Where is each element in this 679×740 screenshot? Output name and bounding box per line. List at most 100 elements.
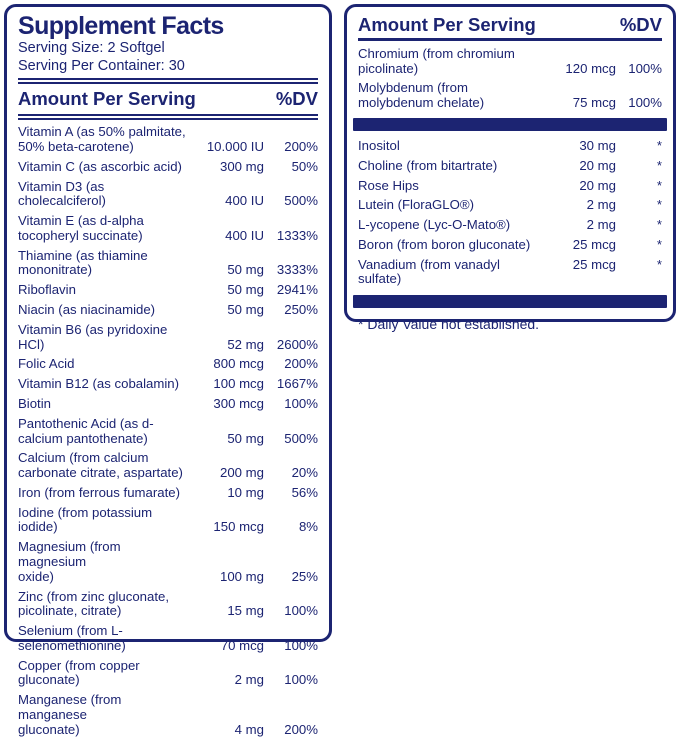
nutrient-row: Selenium (from L- selenomethionine) 70 mc… bbox=[18, 622, 318, 657]
nutrient-amount: 200 mg bbox=[220, 465, 264, 481]
nutrient-amount: 2 mg bbox=[586, 197, 616, 213]
nutrient-dv: * bbox=[656, 137, 662, 153]
nutrient-row: Vanadium (from vanadyl sulfate) 25 mcg * bbox=[358, 255, 662, 290]
serving-size-line: Serving Size: 2 Softgel bbox=[18, 40, 165, 56]
nutrient-name: Iron (from ferrous fumarate) bbox=[18, 484, 180, 500]
nutrient-name: Vitamin A (as 50% palmitate, 50% beta-ca… bbox=[18, 124, 186, 154]
nutrient-amount: 10 mg bbox=[227, 484, 264, 500]
nutrient-dv: 50% bbox=[291, 158, 318, 174]
nutrient-amount: 10.000 IU bbox=[206, 139, 264, 154]
nutrient-amount: 4 mg bbox=[234, 721, 264, 737]
nutrient-amount: 50 mg bbox=[227, 430, 264, 446]
nutrient-name: Vitamin B12 (as cobalamin) bbox=[18, 376, 180, 392]
divider-rule bbox=[358, 38, 662, 42]
nutrient-row: Lutein (FloraGLO®) 2 mg * bbox=[358, 196, 662, 216]
nutrient-name: Inositol bbox=[358, 137, 400, 153]
nutrient-name: Selenium (from L- selenomethionine) bbox=[18, 623, 126, 653]
divider-rule bbox=[18, 78, 318, 85]
nutrient-name: Vitamin B6 (as pyridoxine HCl) bbox=[18, 321, 168, 352]
nutrient-row: Iodine (from potassium iodide) 150 mcg 8% bbox=[18, 503, 318, 538]
nutrient-amount: 70 mcg bbox=[220, 637, 264, 653]
nutrient-amount: 150 mcg bbox=[213, 519, 264, 535]
nutrient-dv: 25% bbox=[291, 568, 318, 584]
nutrient-dv: 20% bbox=[291, 465, 318, 481]
nutrient-amount: 300 mg bbox=[220, 158, 264, 174]
nutrient-name: Copper (from copper gluconate) bbox=[18, 657, 140, 688]
nutrient-dv: 500% bbox=[284, 430, 318, 446]
nutrient-name: Boron (from boron gluconate) bbox=[358, 236, 531, 252]
nutrient-name: Riboflavin bbox=[18, 282, 76, 298]
nutrient-name: Thiamine (as thiamine mononitrate) bbox=[18, 247, 148, 278]
nutrient-row: Iron (from ferrous fumarate) 10 mg 56% bbox=[18, 483, 318, 503]
nutrient-dv: 2600% bbox=[276, 336, 318, 352]
nutrient-dv: 8% bbox=[298, 519, 318, 535]
supplement-facts-panel-right: Amount Per Serving %DV Chromium (from ch… bbox=[344, 4, 676, 332]
nutrient-amount: 300 mcg bbox=[213, 395, 264, 411]
table-header: Amount Per Serving %DV bbox=[358, 13, 662, 36]
nutrient-dv: 100% bbox=[628, 60, 662, 76]
nutrient-row: Inositol 30 mg * bbox=[358, 136, 662, 156]
nutrient-name: Pantothenic Acid (as d- calcium pantothe… bbox=[18, 415, 154, 446]
nutrient-row: Biotin 300 mcg 100% bbox=[18, 394, 318, 414]
nutrient-dv: 100% bbox=[284, 637, 318, 653]
nutrient-rows-right-top: Chromium (from chromium picolinate) 120 m… bbox=[358, 44, 662, 113]
nutrient-row: Zinc (from zinc gluconate, picolinate, c… bbox=[18, 587, 318, 622]
nutrient-rows-right-bottom: Inositol 30 mg * Choline (from bitartrate) 2… bbox=[358, 136, 662, 289]
nutrient-dv: 200% bbox=[284, 356, 318, 372]
nutrient-dv: 2941% bbox=[276, 282, 318, 298]
nutrient-row: Rose Hips 20 mg * bbox=[358, 176, 662, 196]
nutrient-name: Molybdenum (from molybdenum chelate) bbox=[358, 80, 485, 111]
nutrient-row: Manganese (from manganese gluconate) 4 mg… bbox=[18, 691, 318, 740]
nutrient-rows-left: Vitamin A (as 50% palmitate, 50% beta-ca… bbox=[18, 123, 318, 740]
nutrient-amount: 50 mg bbox=[227, 282, 264, 298]
supplement-facts-title: Supplement Facts bbox=[18, 12, 224, 40]
section-divider-bar bbox=[353, 294, 667, 308]
amount-per-serving-label: Amount Per Serving bbox=[358, 14, 536, 35]
nutrient-name: Lutein (FloraGLO®) bbox=[358, 197, 474, 213]
nutrient-dv: * bbox=[656, 157, 662, 173]
nutrient-amount: 400 IU bbox=[225, 227, 264, 243]
nutrient-dv: * bbox=[656, 256, 662, 272]
nutrient-row: Molybdenum (from molybdenum chelate) 75 m… bbox=[358, 79, 662, 114]
percent-dv-label: %DV bbox=[275, 88, 318, 110]
nutrient-amount: 100 mg bbox=[220, 568, 264, 584]
nutrient-name: Vitamin C (as ascorbic acid) bbox=[18, 158, 182, 174]
nutrient-dv: 200% bbox=[284, 721, 318, 737]
nutrient-dv: * bbox=[656, 236, 662, 252]
nutrient-row: Niacin (as niacinamide) 50 mg 250% bbox=[18, 301, 318, 321]
nutrient-row: Calcium (from calcium carbonate citrate,… bbox=[18, 449, 318, 484]
nutrient-row: Choline (from bitartrate) 20 mg * bbox=[358, 156, 662, 176]
nutrient-row: Riboflavin 50 mg 2941% bbox=[18, 281, 318, 301]
nutrient-row: Vitamin B6 (as pyridoxine HCl) 52 mg 2600% bbox=[18, 320, 318, 355]
nutrient-dv: 100% bbox=[284, 395, 318, 411]
nutrient-amount: 15 mg bbox=[227, 603, 264, 619]
nutrient-name: Vitamin D3 (as cholecalciferol) bbox=[18, 178, 106, 209]
nutrient-row: Vitamin E (as d-alpha tocopheryl succina… bbox=[18, 212, 318, 247]
nutrient-name: Calcium (from calcium carbonate citrate,… bbox=[18, 450, 183, 481]
nutrient-name: Rose Hips bbox=[358, 177, 419, 193]
nutrient-name: Vitamin E (as d-alpha tocopheryl succina… bbox=[18, 213, 144, 243]
nutrient-dv: * bbox=[656, 197, 662, 213]
section-divider-bar bbox=[353, 118, 667, 132]
nutrient-amount: 2 mg bbox=[234, 672, 264, 688]
nutrient-name: Iodine (from potassium iodide) bbox=[18, 504, 153, 535]
nutrient-row: Magnesium (from magnesium oxide) 100 mg 25… bbox=[18, 538, 318, 587]
nutrient-amount: 52 mg bbox=[227, 336, 264, 352]
nutrient-amount: 30 mg bbox=[579, 137, 616, 153]
nutrient-name: Biotin bbox=[18, 395, 51, 411]
nutrient-amount: 25 mcg bbox=[572, 256, 616, 272]
nutrient-row: Vitamin C (as ascorbic acid) 300 mg 50% bbox=[18, 157, 318, 177]
nutrient-dv: 200% bbox=[284, 139, 318, 154]
table-header: Amount Per Serving %DV bbox=[18, 87, 318, 110]
nutrient-dv: 1333% bbox=[276, 227, 318, 243]
nutrient-dv: 3333% bbox=[276, 262, 318, 278]
nutrient-amount: 2 mg bbox=[586, 217, 616, 233]
nutrient-amount: 20 mg bbox=[579, 157, 616, 173]
nutrient-amount: 20 mg bbox=[579, 177, 616, 193]
nutrient-dv: * bbox=[656, 217, 662, 233]
divider-rule bbox=[18, 113, 318, 120]
nutrient-dv: 100% bbox=[284, 672, 318, 688]
nutrient-name: Vanadium (from vanadyl sulfate) bbox=[358, 256, 500, 287]
nutrient-amount: 75 mcg bbox=[572, 95, 616, 111]
servings-per-container-line: Serving Per Container: 30 bbox=[18, 57, 185, 74]
